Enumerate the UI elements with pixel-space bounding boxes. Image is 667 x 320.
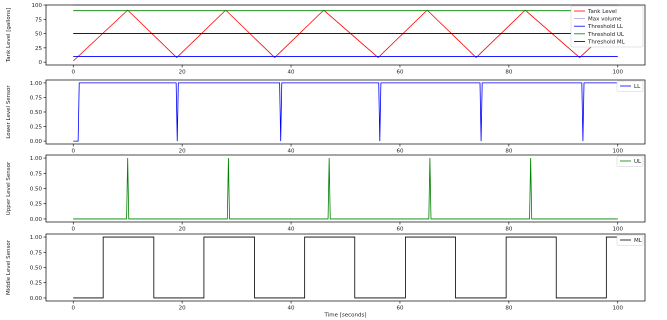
plot-frame [45,154,646,223]
x-tick-label: 40 [288,306,295,312]
x-tick-label: 20 [179,149,186,155]
plot-frame [45,4,646,66]
series-line-tank-level [72,9,619,62]
legend-entry: Max volume [588,17,622,23]
legend-entry: ML [634,238,643,244]
y-tick-label: 75 [35,17,42,23]
plot-frame [45,79,646,145]
x-tick-label: 40 [288,149,295,155]
y-tick-label: 0.50 [30,187,43,193]
y-tick-label: 0.25 [30,202,43,208]
legend-entry: UL [634,159,642,165]
x-tick-label: 0 [71,227,75,233]
legend: LL [616,80,644,92]
x-tick-label: 100 [613,306,624,312]
y-tick-label: 0 [39,60,43,66]
legend-entry: LL [634,84,641,90]
x-axis-label: Time [seconds] [324,313,367,319]
y-tick-label: 1.00 [30,156,43,162]
y-axis-label: Lower Level Sensor [6,85,12,139]
x-tick-label: 0 [71,149,75,155]
x-tick-label: 100 [613,149,624,155]
x-tick-label: 60 [396,227,403,233]
panel-3: 0 20 40 60 80 100 0.00 0.25 0.50 0.75 1.00 Upper Le… [6,154,646,233]
y-tick-label: 0.50 [30,266,43,272]
panel-4: 0 20 40 60 80 100 0.00 0.25 0.50 0.75 1.00 Middle L… [6,233,646,319]
x-tick-label: 40 [288,227,295,233]
y-tick-label: 0.50 [30,110,43,116]
x-tick-label: 80 [505,70,512,76]
legend: ML [616,234,644,246]
x-tick-label: 80 [505,149,512,155]
legend-entry: Tank Level [587,9,617,15]
legend: UL [616,155,644,167]
panel-2: 0 20 40 60 80 100 0.00 0.25 0.50 0.75 1.00 Lower Le… [6,79,646,155]
x-tick-label: 40 [288,70,295,76]
y-tick-label: 0.00 [30,296,43,302]
x-tick-label: 0 [71,70,75,76]
x-tick-label: 20 [179,227,186,233]
y-tick-label: 0.25 [30,281,43,287]
legend-entry: Threshold UL [587,32,625,38]
legend-entry: Threshold ML [587,39,626,45]
y-tick-label: 0.75 [30,171,43,177]
y-tick-label: 1.00 [30,81,43,87]
y-axis-label: Upper Level Sensor [6,161,12,215]
x-tick-label: 100 [613,227,624,233]
x-tick-label: 0 [71,306,75,312]
y-tick-label: 100 [32,3,43,9]
series-line-ll [73,82,618,142]
y-tick-label: 0.00 [30,139,43,145]
y-tick-label: 0.25 [30,125,43,131]
y-tick-label: 1.00 [30,235,43,241]
series-line-ul [73,158,618,220]
x-tick-label: 60 [396,306,403,312]
x-tick-label: 100 [613,70,624,76]
y-axis-label: Tank Level [gallons] [6,8,12,63]
x-tick-label: 20 [179,70,186,76]
x-tick-label: 80 [505,227,512,233]
x-tick-label: 60 [396,70,403,76]
plot-frame [45,233,646,302]
y-tick-label: 0.75 [30,250,43,256]
series-line-ml [73,236,618,299]
y-tick-label: 0.00 [30,217,43,223]
x-tick-label: 20 [179,306,186,312]
x-tick-label: 80 [505,306,512,312]
y-tick-label: 0.75 [30,95,43,101]
legend-box [570,5,644,48]
y-tick-label: 50 [35,32,42,38]
y-tick-label: 25 [35,46,42,52]
legend-entry: Threshold LL [587,24,624,30]
y-axis-label: Middle Level Sensor [6,239,12,295]
panel-1: 0 20 40 60 80 100 0 25 50 75 100 Tank Level [gallon… [6,3,646,76]
x-tick-label: 60 [396,149,403,155]
